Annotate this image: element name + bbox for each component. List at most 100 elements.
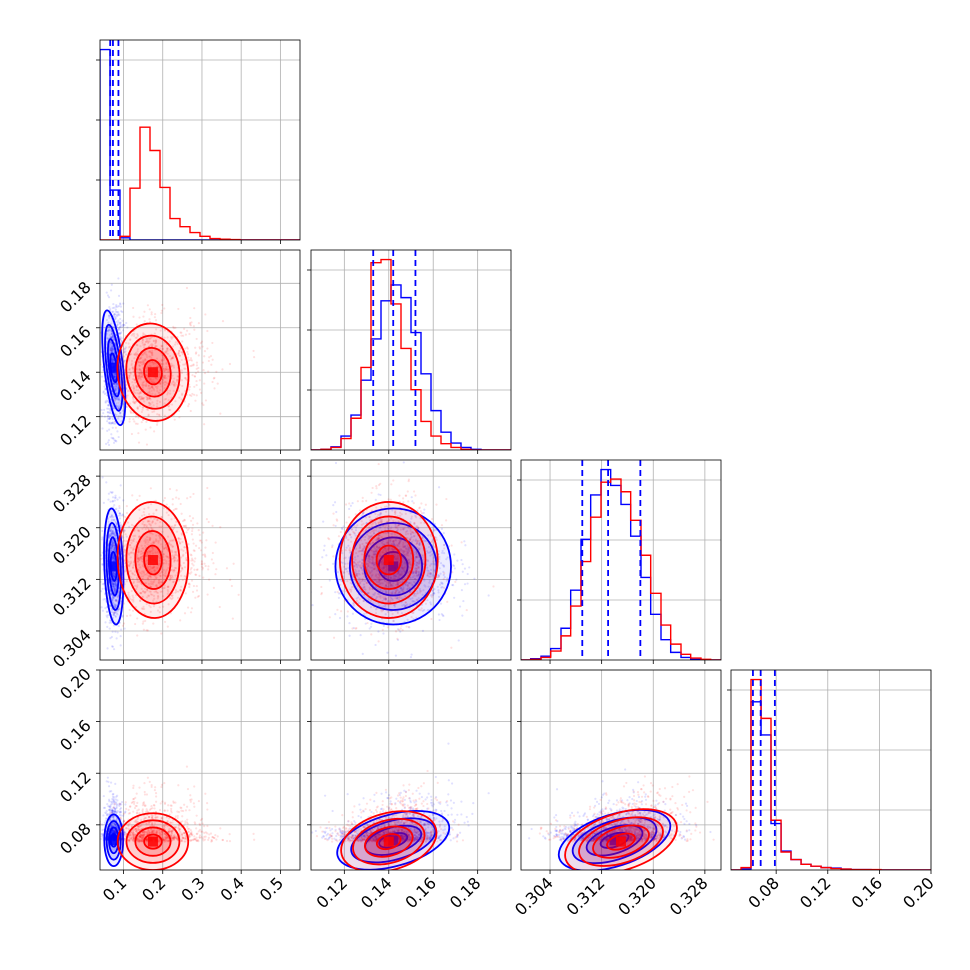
scatter-point <box>115 402 118 405</box>
scatter-point <box>230 584 233 588</box>
scatter-point <box>419 510 422 513</box>
scatter-point <box>128 595 131 598</box>
scatter-point <box>141 595 145 598</box>
scatter-point <box>137 360 140 364</box>
scatter-point <box>232 562 235 565</box>
scatter-point <box>118 321 121 324</box>
scatter-point <box>379 561 383 564</box>
scatter-point <box>156 566 159 570</box>
scatter-point <box>202 531 205 534</box>
scatter-point <box>172 509 175 512</box>
scatter-point <box>158 375 161 378</box>
scatter-point <box>114 599 117 602</box>
scatter-point <box>136 385 139 388</box>
scatter-point <box>130 359 134 362</box>
scatter-point <box>106 337 109 340</box>
scatter-point <box>117 327 120 331</box>
scatter-point <box>120 523 123 526</box>
scatter-point <box>156 551 159 554</box>
scatter-point <box>169 539 172 542</box>
scatter-point <box>186 606 190 609</box>
scatter-point <box>100 590 103 593</box>
scatter-point <box>174 556 177 560</box>
y-tick-label: 0.312 <box>49 574 95 620</box>
scatter-point <box>160 587 164 590</box>
scatter-point <box>196 568 199 571</box>
scatter-point <box>206 593 209 596</box>
scatter-point <box>117 514 121 517</box>
scatter-point <box>131 396 135 399</box>
scatter-point <box>191 523 195 526</box>
scatter-point <box>118 332 122 335</box>
scatter-point <box>122 515 125 518</box>
scatter-point <box>139 398 143 401</box>
scatter-point <box>112 335 115 338</box>
scatter-point <box>154 377 157 380</box>
scatter-point <box>162 555 165 559</box>
scatter-point <box>205 518 208 521</box>
scatter-point <box>139 575 143 578</box>
scatter-point <box>154 522 157 525</box>
scatter-point <box>139 357 142 360</box>
scatter-point <box>110 547 113 550</box>
scatter-point <box>138 357 141 361</box>
scatter-point <box>159 590 162 593</box>
scatter-point <box>146 356 149 359</box>
scatter-point <box>348 634 351 637</box>
scatter-point <box>341 528 344 531</box>
scatter-point <box>112 372 115 375</box>
scatter-point <box>122 329 125 332</box>
scatter-point <box>145 554 148 558</box>
scatter-point <box>173 385 176 388</box>
scatter-point <box>101 536 104 539</box>
scatter-point <box>111 348 114 351</box>
scatter-point <box>168 487 172 491</box>
scatter-point <box>402 586 405 589</box>
scatter-point <box>113 605 117 608</box>
scatter-point <box>154 385 157 388</box>
scatter-point <box>110 341 113 344</box>
scatter-point <box>144 590 147 593</box>
scatter-point <box>110 543 113 546</box>
scatter-point <box>212 377 215 380</box>
scatter-point <box>122 323 125 326</box>
scatter-point <box>346 615 349 618</box>
scatter-point <box>146 376 149 379</box>
scatter-point <box>150 352 154 355</box>
scatter-point <box>114 320 118 323</box>
scatter-point <box>197 529 200 532</box>
scatter-point <box>172 377 176 380</box>
scatter-point <box>374 547 377 550</box>
scatter-point <box>159 383 163 386</box>
scatter-point <box>117 398 120 401</box>
scatter-point <box>180 351 183 354</box>
scatter-point <box>176 378 179 382</box>
y-tick-label: 0.304 <box>49 625 95 671</box>
scatter-point <box>107 407 110 410</box>
scatter-point <box>124 516 127 519</box>
scatter-point <box>103 392 107 396</box>
scatter-point <box>169 576 172 579</box>
scatter-point <box>169 355 172 358</box>
scatter-point <box>154 453 156 455</box>
scatter-point <box>128 417 131 421</box>
scatter-point <box>195 361 199 364</box>
scatter-point <box>402 461 405 464</box>
scatter-point <box>168 596 172 599</box>
scatter-point <box>155 591 158 594</box>
scatter-point <box>119 484 122 487</box>
scatter-point <box>328 579 331 582</box>
scatter-point <box>137 557 140 560</box>
scatter-point <box>157 581 160 585</box>
scatter-point <box>145 373 148 377</box>
scatter-point <box>169 577 173 580</box>
scatter-point <box>136 580 139 584</box>
scatter-point <box>147 528 151 531</box>
scatter-point <box>107 328 111 332</box>
scatter-point <box>200 391 203 394</box>
scatter-point <box>106 625 109 628</box>
scatter-point <box>132 385 135 389</box>
scatter-point <box>148 340 151 343</box>
scatter-point <box>138 368 142 372</box>
scatter-point <box>110 350 113 353</box>
